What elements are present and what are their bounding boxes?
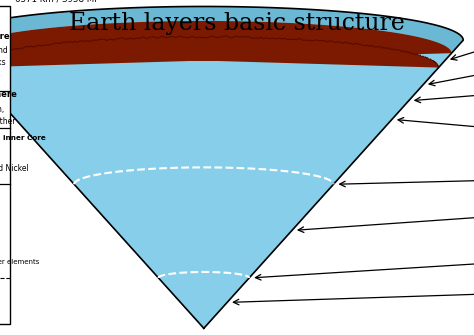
Text: Endosphere - outer and inner Core: Endosphere - outer and inner Core xyxy=(0,135,46,141)
Text: Earth layers basic structure: Earth layers basic structure xyxy=(69,12,405,35)
Text: Oxigen, Silicon,
Magnesiun and other
elements: Oxigen, Silicon, Magnesiun and other ele… xyxy=(0,105,16,138)
Polygon shape xyxy=(74,168,334,328)
Bar xyxy=(0,6,10,324)
Text: Solid Iron, Nickel and other elements: Solid Iron, Nickel and other elements xyxy=(0,259,39,265)
Polygon shape xyxy=(0,21,452,328)
Polygon shape xyxy=(0,21,452,68)
Text: Asthenosphere: Asthenosphere xyxy=(0,32,10,41)
Polygon shape xyxy=(0,63,418,328)
Polygon shape xyxy=(0,37,438,328)
Text: 6371 Km / 3958 Mi: 6371 Km / 3958 Mi xyxy=(15,0,97,3)
Text: Mainly liquid Iron and Nickel: Mainly liquid Iron and Nickel xyxy=(0,164,29,173)
Polygon shape xyxy=(0,21,452,328)
Text: Solid Mesosphere: Solid Mesosphere xyxy=(0,90,17,99)
Text: Melted rocks and
Ultrabasic rocks: Melted rocks and Ultrabasic rocks xyxy=(0,46,8,67)
Polygon shape xyxy=(0,50,428,328)
Polygon shape xyxy=(0,6,463,328)
Polygon shape xyxy=(8,85,400,328)
Text: Adobe Stock | #527346722: Adobe Stock | #527346722 xyxy=(5,148,10,220)
Polygon shape xyxy=(158,272,249,328)
Polygon shape xyxy=(24,105,384,328)
